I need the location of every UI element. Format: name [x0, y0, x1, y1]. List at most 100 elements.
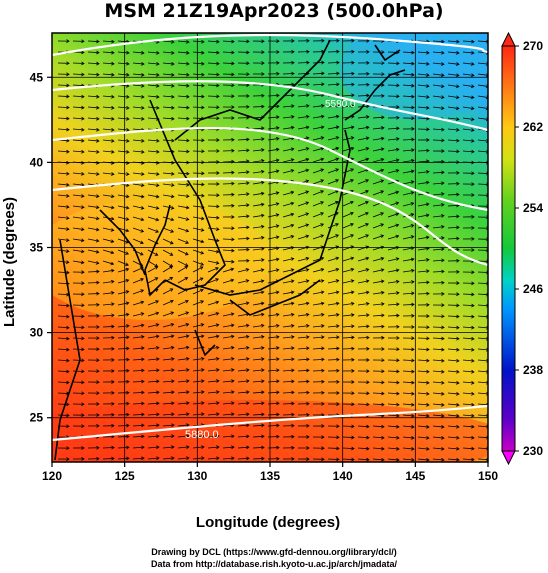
- wind-arrow-head: [260, 235, 265, 240]
- wind-arrow: [57, 95, 70, 97]
- wind-arrow-head: [471, 391, 475, 396]
- wind-arrow-head: [306, 412, 310, 417]
- y-tick-label: 40: [30, 155, 44, 169]
- wind-arrow-head: [66, 61, 70, 66]
- wind-arrow: [192, 73, 204, 76]
- wind-arrow: [372, 392, 385, 394]
- wind-arrow-head: [230, 278, 235, 283]
- colorbar-tick-label: 254: [523, 201, 543, 215]
- wind-arrow: [402, 236, 414, 240]
- wind-arrow: [177, 335, 189, 339]
- wind-arrow-head: [230, 345, 235, 350]
- wind-arrow-head: [320, 157, 325, 162]
- wind-arrow: [297, 381, 310, 383]
- wind-arrow: [117, 279, 129, 284]
- wind-arrow-head: [305, 312, 310, 317]
- wind-arrow: [252, 358, 264, 361]
- wind-arrow-head: [471, 325, 475, 330]
- wind-arrow: [462, 51, 474, 54]
- wind-arrow-head: [246, 456, 250, 461]
- wind-arrow-head: [216, 456, 220, 461]
- wind-arrow-head: [321, 424, 325, 428]
- wind-arrow: [462, 436, 474, 439]
- wind-arrow: [147, 161, 159, 164]
- wind-arrow-head: [410, 169, 415, 174]
- wind-arrow: [162, 194, 174, 198]
- wind-arrow: [162, 380, 174, 383]
- wind-arrow: [462, 139, 474, 142]
- wind-arrow-head: [185, 345, 190, 350]
- wind-arrow: [342, 257, 354, 262]
- wind-arrow: [372, 436, 384, 439]
- wind-arrow: [402, 170, 414, 174]
- wind-arrow-head: [261, 412, 265, 417]
- wind-arrow: [327, 190, 339, 196]
- wind-arrow-head: [276, 368, 280, 373]
- wind-arrow: [192, 194, 204, 197]
- contour-label: 5580.0: [325, 99, 356, 110]
- wind-arrow: [117, 227, 129, 232]
- wind-arrow-head: [471, 225, 475, 230]
- wind-arrow-head: [426, 258, 430, 262]
- wind-arrow: [102, 117, 114, 120]
- wind-arrow: [342, 147, 354, 152]
- wind-arrow-head: [441, 258, 445, 263]
- wind-arrow: [432, 182, 444, 185]
- wind-arrow: [477, 139, 488, 142]
- wind-arrow: [57, 227, 69, 230]
- contour-line: [52, 80, 488, 132]
- wind-arrow-head: [291, 346, 295, 351]
- wind-arrow-head: [96, 149, 100, 154]
- wind-arrow: [177, 150, 190, 153]
- wind-arrow: [342, 336, 355, 339]
- wind-arrow-head: [395, 223, 400, 228]
- wind-arrow-head: [216, 116, 220, 121]
- wind-arrow: [477, 161, 488, 164]
- wind-arrow: [372, 235, 384, 240]
- wind-arrow: [222, 402, 234, 405]
- wind-arrow-head: [425, 202, 430, 207]
- wind-arrow: [132, 301, 144, 306]
- wind-arrow: [177, 249, 189, 255]
- wind-arrow-head: [366, 335, 370, 340]
- wind-arrow-head: [171, 83, 175, 88]
- wind-arrow-head: [411, 72, 415, 77]
- wind-arrow: [87, 260, 99, 264]
- wind-arrow-head: [81, 457, 85, 461]
- wind-arrow: [312, 370, 325, 372]
- wind-arrow-head: [231, 105, 235, 109]
- wind-arrow: [132, 267, 144, 273]
- wind-arrow: [417, 181, 429, 185]
- wind-arrow-head: [351, 435, 355, 440]
- wind-arrow: [387, 425, 399, 428]
- wind-arrow-head: [411, 126, 415, 131]
- wind-arrow-head: [366, 71, 370, 76]
- wind-arrow-head: [305, 114, 310, 119]
- wind-arrow: [387, 224, 399, 229]
- wind-arrow-head: [96, 172, 100, 176]
- wind-arrow: [162, 216, 174, 221]
- wind-arrow: [312, 291, 324, 295]
- wind-arrow: [132, 139, 144, 142]
- wind-arrow-head: [365, 279, 370, 284]
- wind-arrow: [147, 380, 159, 383]
- wind-arrow: [387, 458, 399, 461]
- wind-arrow-head: [441, 181, 445, 186]
- wind-arrow: [237, 182, 249, 185]
- wind-arrow-head: [440, 84, 445, 89]
- wind-arrow-head: [186, 94, 190, 99]
- wind-arrow-head: [215, 334, 220, 339]
- wind-arrow: [252, 225, 264, 229]
- wind-arrow: [477, 106, 488, 109]
- colorbar-tick-label: 230: [523, 444, 543, 458]
- wind-arrow-head: [261, 445, 265, 450]
- wind-arrow: [312, 126, 324, 130]
- wind-arrow-head: [126, 72, 130, 77]
- wind-arrow: [432, 171, 445, 174]
- wind-arrow-head: [426, 280, 430, 285]
- wind-arrow: [57, 172, 69, 175]
- wind-arrow: [222, 324, 234, 328]
- wind-arrow: [357, 246, 369, 251]
- wind-arrow-head: [396, 380, 400, 385]
- wind-arrow-head: [351, 391, 355, 396]
